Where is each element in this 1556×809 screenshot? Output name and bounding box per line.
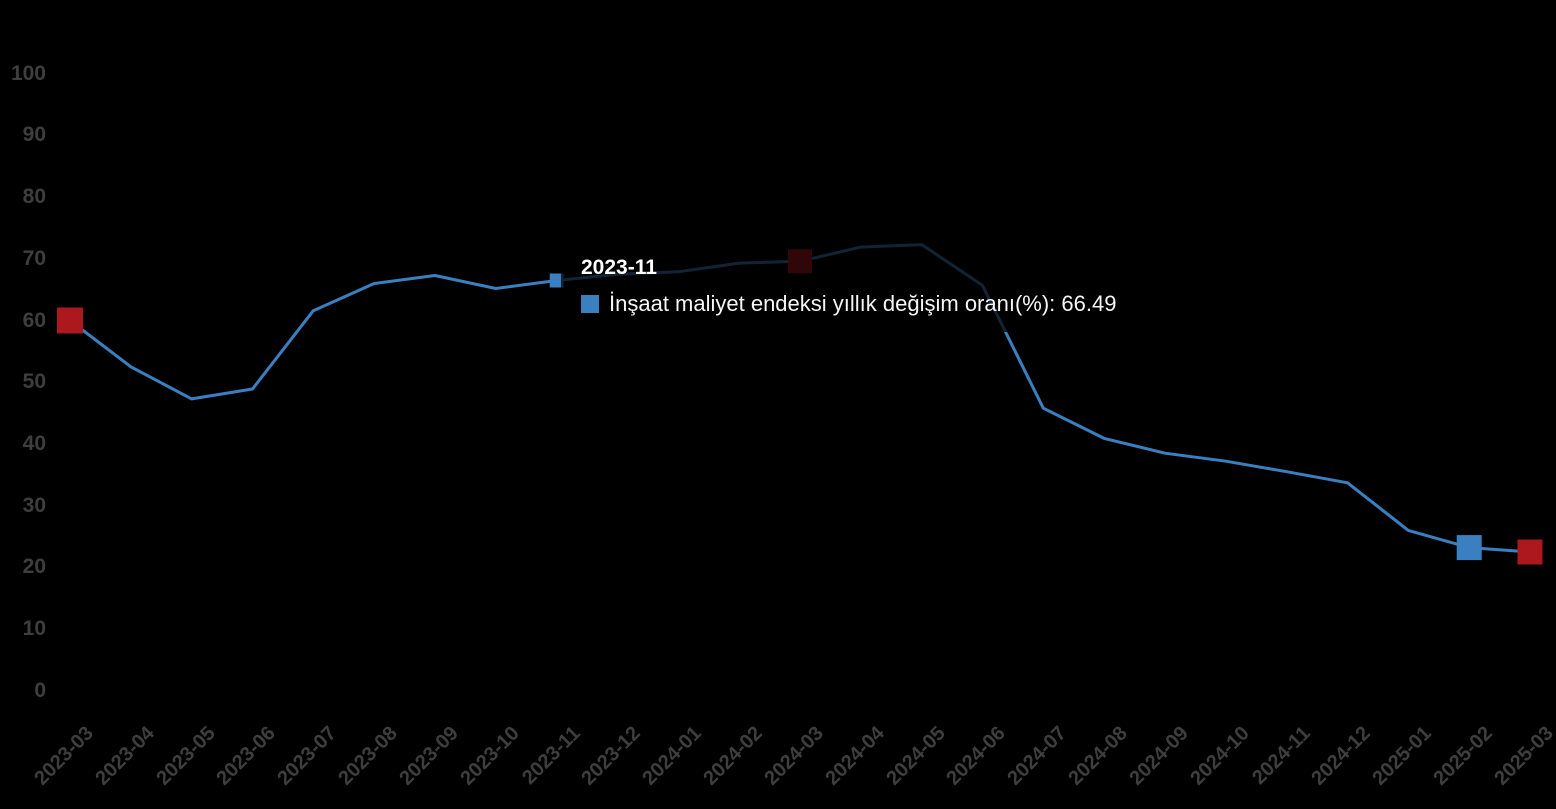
y-tick-label-100: 100 [10, 62, 46, 85]
y-tick-label-70: 70 [22, 247, 46, 270]
y-tick-label-30: 30 [22, 494, 46, 517]
tooltip-value: 66.49 [1061, 291, 1117, 316]
y-tick-label-40: 40 [22, 432, 46, 455]
marker-2025-03[interactable] [1517, 539, 1543, 565]
marker-2025-02[interactable] [1456, 535, 1482, 561]
marker-2023-03[interactable] [57, 307, 83, 334]
tooltip-series-text: İnşaat maliyet endeksi yıllık değişim or… [609, 290, 1116, 317]
tooltip-series-row: İnşaat maliyet endeksi yıllık değişim or… [581, 290, 1163, 317]
hovered-point-marker[interactable] [549, 273, 564, 288]
y-tick-label-20: 20 [22, 555, 46, 578]
y-tick-label-0: 0 [34, 679, 46, 702]
y-tick-label-60: 60 [22, 309, 46, 332]
y-tick-label-90: 90 [22, 123, 46, 146]
tooltip-separator: : [1049, 291, 1062, 316]
y-tick-label-50: 50 [22, 370, 46, 393]
y-tick-label-10: 10 [22, 617, 46, 640]
tooltip-title: 2023-11 [581, 256, 657, 279]
series-swatch-icon [581, 294, 599, 313]
y-tick-label-80: 80 [22, 185, 46, 208]
tooltip: 2023-11 İnşaat maliyet endeksi yıllık de… [561, 243, 1183, 332]
tooltip-series-label: İnşaat maliyet endeksi yıllık değişim or… [609, 291, 1050, 316]
